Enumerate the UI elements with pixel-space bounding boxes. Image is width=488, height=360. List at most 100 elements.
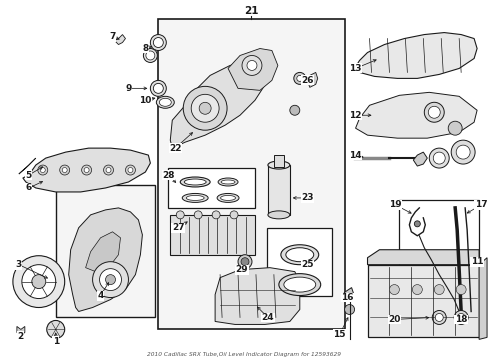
Circle shape (427, 106, 439, 118)
Circle shape (100, 269, 121, 291)
Ellipse shape (267, 211, 289, 219)
Circle shape (13, 256, 64, 307)
Polygon shape (114, 35, 125, 45)
Circle shape (447, 121, 461, 135)
Circle shape (289, 105, 299, 115)
Text: 13: 13 (348, 64, 361, 73)
Text: 29: 29 (235, 265, 248, 274)
Text: 22: 22 (169, 144, 181, 153)
Polygon shape (19, 158, 36, 174)
Circle shape (455, 285, 465, 294)
Polygon shape (85, 232, 120, 272)
Ellipse shape (150, 80, 166, 96)
Bar (273, 155, 283, 167)
Ellipse shape (143, 49, 157, 62)
Ellipse shape (184, 179, 206, 185)
Ellipse shape (182, 193, 208, 202)
Polygon shape (68, 208, 142, 311)
Circle shape (242, 55, 262, 75)
Ellipse shape (145, 51, 155, 60)
Ellipse shape (218, 178, 238, 186)
Text: 8: 8 (142, 44, 148, 53)
Ellipse shape (186, 195, 203, 201)
Text: 17: 17 (474, 201, 487, 210)
Circle shape (456, 314, 464, 321)
Polygon shape (367, 265, 478, 337)
Circle shape (199, 102, 211, 114)
Text: 6: 6 (26, 184, 32, 193)
Circle shape (176, 211, 184, 219)
Ellipse shape (153, 84, 163, 93)
Bar (266, 228, 331, 296)
Circle shape (125, 165, 135, 175)
Polygon shape (478, 258, 486, 339)
Circle shape (246, 60, 256, 71)
Ellipse shape (159, 98, 171, 106)
Polygon shape (227, 49, 277, 90)
Ellipse shape (285, 248, 313, 262)
Ellipse shape (180, 177, 210, 187)
Ellipse shape (280, 245, 318, 265)
Circle shape (84, 167, 89, 172)
Circle shape (81, 165, 91, 175)
Ellipse shape (278, 274, 320, 296)
Circle shape (411, 285, 422, 294)
Text: 25: 25 (301, 260, 313, 269)
Text: 3: 3 (16, 260, 22, 269)
Circle shape (194, 211, 202, 219)
Bar (267, 165, 289, 215)
Text: 28: 28 (162, 171, 174, 180)
Circle shape (388, 285, 399, 294)
Ellipse shape (153, 37, 163, 48)
Circle shape (413, 221, 420, 227)
Text: 27: 27 (172, 223, 184, 232)
Circle shape (453, 310, 467, 324)
Circle shape (60, 165, 69, 175)
Circle shape (92, 262, 128, 298)
Text: 21: 21 (244, 6, 258, 15)
Circle shape (62, 167, 67, 172)
Circle shape (241, 258, 248, 266)
Bar (168, 168, 254, 208)
Circle shape (191, 94, 219, 122)
Polygon shape (170, 58, 269, 148)
Circle shape (38, 165, 48, 175)
Bar (158, 19, 344, 329)
Circle shape (183, 86, 226, 130)
Circle shape (238, 255, 251, 269)
Circle shape (22, 265, 56, 298)
Text: 12: 12 (348, 111, 361, 120)
Circle shape (32, 275, 46, 289)
Polygon shape (17, 327, 25, 336)
Circle shape (424, 102, 443, 122)
Ellipse shape (283, 277, 315, 292)
Text: 19: 19 (388, 201, 401, 210)
Text: 4: 4 (97, 291, 103, 300)
Circle shape (431, 310, 446, 324)
Ellipse shape (221, 180, 235, 184)
Circle shape (229, 211, 238, 219)
Polygon shape (341, 288, 353, 302)
Text: 20: 20 (387, 315, 400, 324)
Circle shape (105, 275, 115, 285)
Polygon shape (23, 148, 150, 192)
Text: 9: 9 (125, 84, 131, 93)
Bar (170, 215, 254, 255)
Text: 10: 10 (139, 96, 151, 105)
Text: 7: 7 (109, 32, 116, 41)
Ellipse shape (156, 96, 174, 108)
Polygon shape (354, 32, 476, 78)
Text: 24: 24 (261, 313, 274, 322)
Circle shape (433, 285, 443, 294)
Text: 23: 23 (301, 193, 313, 202)
Circle shape (344, 305, 354, 315)
Circle shape (293, 72, 305, 84)
Text: 2: 2 (18, 332, 24, 341)
Circle shape (40, 167, 45, 172)
Circle shape (432, 152, 444, 164)
Ellipse shape (220, 195, 235, 201)
Circle shape (428, 148, 448, 168)
Circle shape (455, 145, 469, 159)
Text: 2010 Cadillac SRX Tube,Oil Level Indicator Diagram for 12593629: 2010 Cadillac SRX Tube,Oil Level Indicat… (147, 352, 341, 357)
Ellipse shape (150, 35, 166, 50)
